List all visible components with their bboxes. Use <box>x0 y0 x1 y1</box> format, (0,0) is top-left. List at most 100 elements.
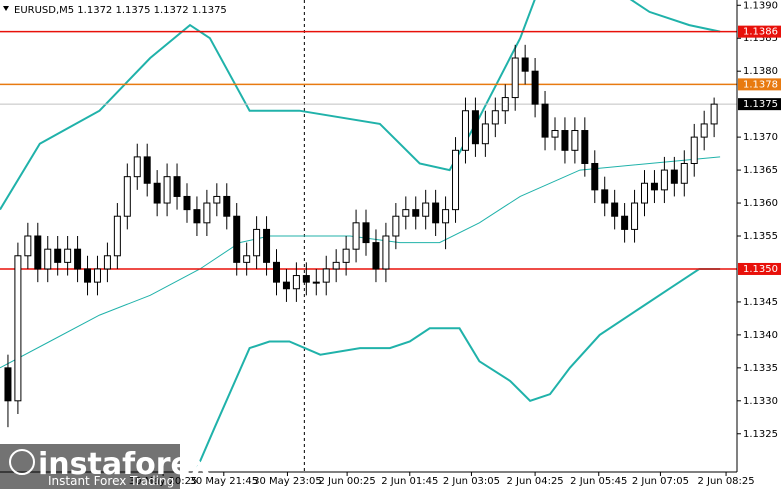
candle-body <box>322 268 330 283</box>
x-tick-label: 2 Jun 07:05 <box>632 476 689 487</box>
candle-body <box>263 228 271 263</box>
candle-body <box>14 255 22 402</box>
candle-body <box>422 202 430 217</box>
candle-body <box>491 110 499 125</box>
candle-body <box>44 248 52 270</box>
candle-body <box>601 189 609 204</box>
title-arrow <box>3 6 9 11</box>
level-label: 1.1386 <box>743 27 778 38</box>
candle-body <box>332 261 340 270</box>
x-tick-label: 2 Jun 04:25 <box>507 476 564 487</box>
candle-body <box>402 209 410 217</box>
y-tick-label: 1.1335 <box>743 363 778 374</box>
candle-body <box>670 169 678 184</box>
candle-body <box>292 275 300 290</box>
candle-body <box>173 176 181 197</box>
candle-body <box>213 195 221 204</box>
level-label-bg <box>738 25 781 38</box>
candle-body <box>243 255 251 263</box>
candle-body <box>103 255 111 270</box>
y-tick-label: 1.1380 <box>743 66 778 77</box>
indicator-line <box>0 0 721 211</box>
y-tick-label: 1.1345 <box>743 297 778 308</box>
watermark-logo <box>9 449 35 475</box>
level-label: 1.1378 <box>743 79 778 90</box>
x-tick-label: 30 May 23:05 <box>253 476 322 487</box>
y-tick-label: 1.1340 <box>743 330 778 341</box>
candle-body <box>461 110 469 151</box>
watermark: instaforex Instant Forex Trading <box>0 444 210 489</box>
candle-body <box>123 176 131 217</box>
candle-body <box>690 136 698 164</box>
chart-title: EURUSD,M5 1.1372 1.1375 1.1372 1.1375 <box>14 5 227 16</box>
candle-body <box>113 215 121 257</box>
candle-body <box>452 149 460 211</box>
candle-body <box>84 268 92 283</box>
watermark-brand: instaforex <box>38 447 210 482</box>
candle-body <box>54 248 62 263</box>
candle-body <box>163 176 171 204</box>
x-tick-label: 2 Jun 08:25 <box>697 476 754 487</box>
candle-body <box>531 70 539 105</box>
candle-body <box>591 162 599 191</box>
y-tick-label: 1.1355 <box>743 231 778 242</box>
candle-body <box>432 202 440 224</box>
candle-body <box>551 130 559 138</box>
candle-body <box>382 235 390 270</box>
candle-body <box>611 202 619 217</box>
candle-body <box>680 162 688 184</box>
candle-body <box>93 268 101 283</box>
candle-body <box>412 209 420 217</box>
level-label-bg <box>738 78 781 91</box>
candle-body <box>4 367 12 402</box>
candle-body <box>24 235 32 257</box>
candle-body <box>700 123 708 138</box>
x-tick-label: 30 May 21:45 <box>189 476 258 487</box>
candle-body <box>571 130 579 151</box>
candle-body <box>362 222 370 244</box>
candle-body <box>153 182 161 204</box>
candle-body <box>352 222 360 250</box>
candle-body <box>641 182 649 204</box>
candle-body <box>442 209 450 224</box>
level-label-bg <box>738 98 781 111</box>
candle-body <box>203 202 211 224</box>
candle-body <box>511 57 519 99</box>
candle-body <box>272 261 280 283</box>
candle-body <box>372 242 380 270</box>
watermark-bg <box>0 444 180 489</box>
candle-body <box>481 123 489 145</box>
x-tick-label: 2 Jun 00:25 <box>319 476 376 487</box>
level-label-bg <box>738 262 781 275</box>
y-tick-label: 1.1365 <box>743 165 778 176</box>
candle-body <box>392 215 400 237</box>
candle-body <box>660 169 668 191</box>
watermark-tagline: Instant Forex Trading <box>48 474 174 488</box>
candle-body <box>253 228 261 257</box>
candle-body <box>621 215 629 230</box>
candle-body <box>650 182 658 191</box>
y-tick-label: 1.1360 <box>743 198 778 209</box>
candle-body <box>631 202 639 230</box>
y-tick-label: 1.1325 <box>743 429 778 440</box>
level-label: 1.1375 <box>743 99 778 110</box>
x-tick-label: 2 Jun 03:05 <box>443 476 500 487</box>
candle-body <box>581 130 589 164</box>
candle-body <box>521 57 529 72</box>
candle-body <box>223 195 231 217</box>
candle-body <box>64 248 72 263</box>
candle-body <box>282 281 290 290</box>
candle-body <box>312 281 320 284</box>
candle-body <box>233 215 241 263</box>
plot-area <box>0 0 737 472</box>
candle-body <box>133 156 141 178</box>
y-tick-label: 1.1330 <box>743 396 778 407</box>
candle-body <box>541 103 549 138</box>
candle-body <box>74 248 82 270</box>
y-tick-label: 1.1370 <box>743 132 778 143</box>
candle-body <box>302 275 310 283</box>
candle-body <box>710 103 718 125</box>
